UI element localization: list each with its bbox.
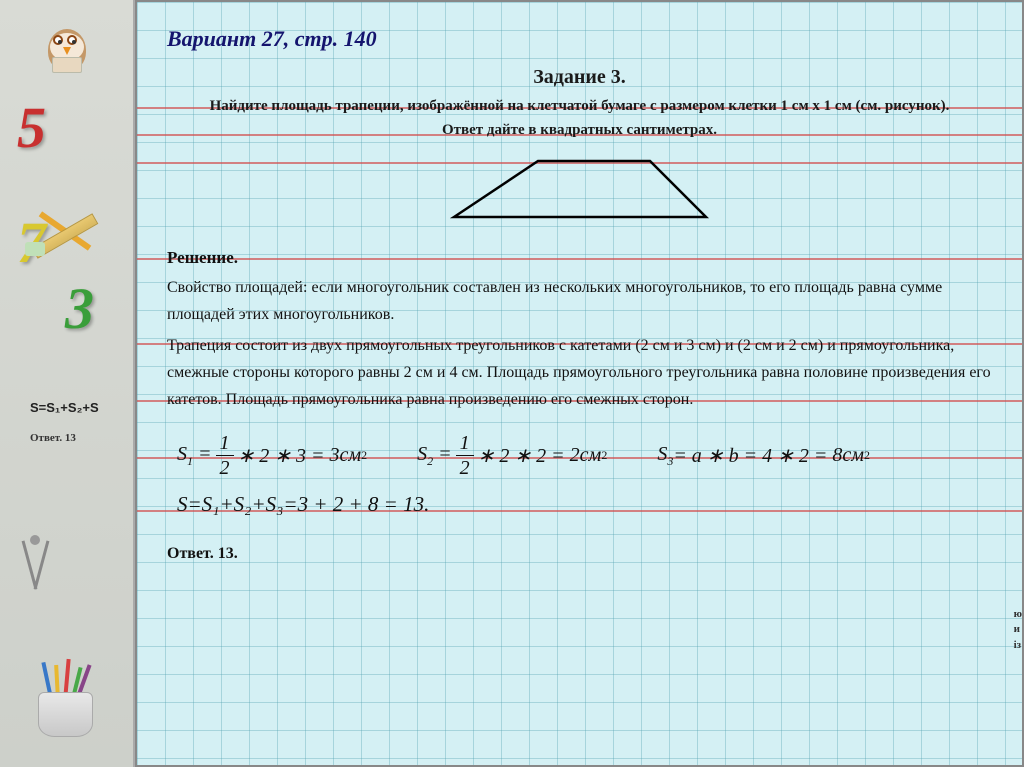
sidebar: 5 7 S=S₁+S₂+S Ответ. 13 3 [0, 0, 135, 767]
solution-label: Решение. [167, 248, 992, 268]
trapezoid-figure [167, 157, 992, 226]
sidebar-formula: S=S₁+S₂+S [30, 400, 99, 415]
formula-final: S=S₁+S₂+S₃=3 + 2 + 8 = 13. [167, 492, 992, 517]
variant-title: Вариант 27, стр. 140 [167, 26, 992, 52]
sidebar-answer: Ответ. 13 [30, 432, 76, 444]
solution-p1: Свойство площадей: если многоугольник со… [167, 274, 992, 328]
edge-cropped-text: юиіз [1014, 607, 1022, 653]
task-text-line2: Ответ дайте в квадратных сантиметрах. [167, 122, 992, 139]
pencil-cup-icon [30, 662, 100, 737]
answer-text: Ответ. 13. [167, 545, 992, 563]
task-text-line1: Найдите площадь трапеции, изображённой н… [167, 95, 992, 118]
digit-3: 3 [5, 271, 128, 346]
compass-icon [8, 530, 68, 600]
formula-row: S1 = 12 ∗ 2 ∗ 3 = 3см2 S2 = 12 ∗ 2 ∗ 2 =… [167, 433, 992, 478]
digit-5: 5 [5, 90, 128, 165]
solution-p2: Трапеция состоит из двух прямоугольных т… [167, 332, 992, 414]
owl-icon [37, 15, 97, 75]
formula-s3: S3 = a ∗ b = 4 ∗ 2 = 8см2 [657, 443, 870, 469]
task-number: Задание 3. [167, 66, 992, 89]
formula-s1: S1 = 12 ∗ 2 ∗ 3 = 3см2 [177, 433, 367, 478]
main-panel: Вариант 27, стр. 140 Задание 3. Найдите … [135, 0, 1024, 767]
formula-s2: S2 = 12 ∗ 2 ∗ 2 = 2см2 [417, 433, 607, 478]
ruler-icon [15, 200, 115, 270]
